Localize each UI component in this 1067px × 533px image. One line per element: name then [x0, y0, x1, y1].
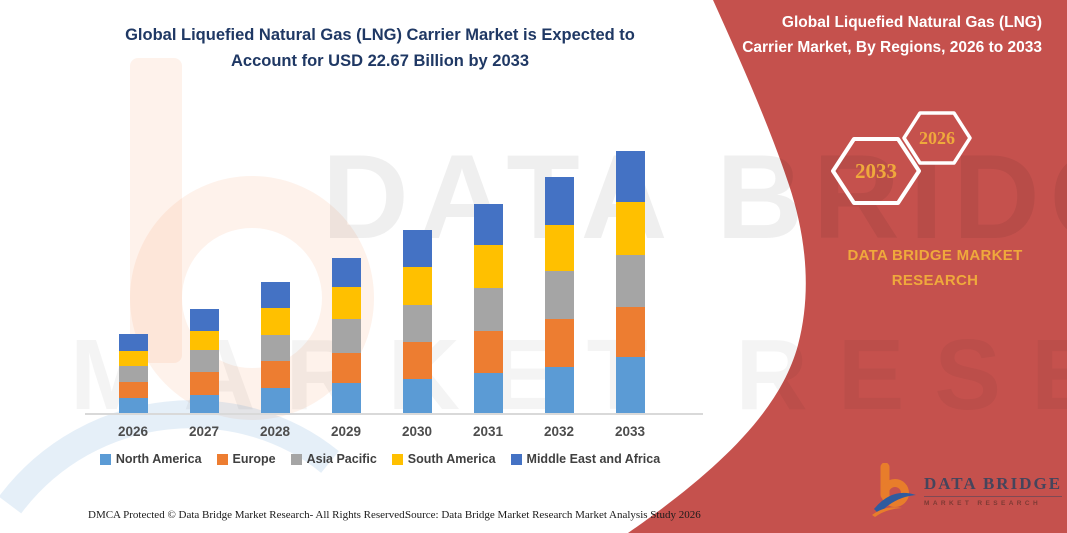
bar-segment-europe — [402, 342, 432, 379]
hexagon-2026-label: 2026 — [919, 128, 955, 148]
logo-name: DATA BRIDGE — [924, 474, 1063, 497]
legend-label: Middle East and Africa — [526, 452, 661, 466]
legend-swatch — [510, 453, 522, 465]
bar-segment-asia-pacific — [189, 350, 219, 373]
x-axis-label: 2030 — [401, 424, 433, 439]
legend-label: South America — [407, 452, 496, 466]
bar-segment-middle-east-and-africa — [189, 309, 219, 331]
x-axis-label: 2027 — [188, 424, 220, 439]
legend-swatch — [216, 453, 228, 465]
legend-label: North America — [115, 452, 202, 466]
legend-item: Europe — [216, 452, 276, 466]
bar-segment-asia-pacific — [331, 318, 361, 354]
bar-segment-asia-pacific — [473, 288, 503, 331]
legend-label: Asia Pacific — [306, 452, 377, 466]
bar-segment-north-america — [473, 373, 503, 414]
legend-item: North America — [99, 452, 202, 466]
bar-segment-middle-east-and-africa — [615, 151, 645, 203]
bar-segment-south-america — [260, 308, 290, 336]
sidebar-title: Global Liquefied Natural Gas (LNG) Carri… — [742, 14, 1042, 56]
bar-segment-europe — [473, 330, 503, 374]
x-axis-label: 2033 — [614, 424, 646, 439]
chart-legend: North America Europe Asia Pacific South Ame… — [75, 452, 685, 466]
bar-segment-asia-pacific — [544, 270, 574, 320]
legend-item: Asia Pacific — [290, 452, 377, 466]
databridge-logo: DATA BRIDGE MARKET RESEARCH — [872, 460, 1063, 520]
bar-segment-south-america — [331, 287, 361, 319]
year-hexagons: 2033 2026 — [831, 111, 972, 205]
hexagon-2033: 2033 — [831, 137, 921, 205]
bar-segment-europe — [260, 360, 290, 389]
bar-segment-europe — [544, 319, 574, 368]
x-axis-label: 2028 — [259, 424, 291, 439]
bar-segment-middle-east-and-africa — [473, 204, 503, 246]
bar-segment-asia-pacific — [118, 365, 148, 383]
legend-item: South America — [391, 452, 496, 466]
x-axis-label: 2026 — [117, 424, 149, 439]
legend-item: Middle East and Africa — [510, 452, 661, 466]
chart-plot-area: 2026 2027 2028 2029 2030 2031 2032 2033 — [117, 151, 646, 439]
bar-segment-south-america — [615, 202, 645, 256]
bar-segment-north-america — [402, 378, 432, 414]
legend-swatch — [99, 453, 111, 465]
x-axis-label: 2032 — [543, 424, 575, 439]
sidebar-brand-text: DATA BRIDGE MARKET RESEARCH — [847, 247, 1023, 289]
hexagon-2033-label: 2033 — [855, 159, 897, 183]
bar-segment-asia-pacific — [402, 305, 432, 343]
bar-segment-middle-east-and-africa — [118, 334, 148, 351]
bar-segment-north-america — [189, 394, 219, 414]
bar-segment-europe — [331, 353, 361, 384]
bar-segment-europe — [118, 382, 148, 399]
bar-segment-south-america — [118, 350, 148, 366]
legend-swatch — [391, 453, 403, 465]
bar-segment-south-america — [544, 225, 574, 271]
bar-segment-europe — [615, 307, 645, 358]
bar-segment-north-america — [260, 388, 290, 414]
legend-label: Europe — [232, 452, 276, 466]
databridge-logo-icon — [872, 463, 916, 517]
bar-segment-north-america — [331, 383, 361, 414]
bar-segment-south-america — [189, 330, 219, 351]
bar-segment-asia-pacific — [260, 335, 290, 361]
logo-tagline: MARKET RESEARCH — [924, 499, 1042, 507]
source-footer-text: Source: Data Bridge Market Research Mark… — [405, 509, 701, 521]
bar-segment-middle-east-and-africa — [260, 281, 290, 309]
bar-segment-north-america — [118, 398, 148, 414]
legend-swatch — [290, 453, 302, 465]
bar-segment-middle-east-and-africa — [402, 229, 432, 268]
x-axis-line — [85, 413, 703, 415]
x-axis-label: 2029 — [330, 424, 362, 439]
bar-segment-south-america — [473, 245, 503, 289]
x-axis-label: 2031 — [472, 424, 504, 439]
page-title: Global Liquefied Natural Gas (LNG) Carri… — [125, 26, 635, 70]
bar-segment-middle-east-and-africa — [331, 257, 361, 288]
bar-segment-europe — [189, 372, 219, 395]
hexagon-2026: 2026 — [902, 111, 972, 165]
bar-segment-middle-east-and-africa — [544, 177, 574, 226]
bar-segment-asia-pacific — [615, 255, 645, 308]
dmca-footer-text: DMCA Protected © Data Bridge Market Rese… — [88, 509, 408, 521]
bar-segment-north-america — [544, 367, 574, 414]
bar-segment-north-america — [615, 357, 645, 414]
bar-segment-south-america — [402, 267, 432, 306]
